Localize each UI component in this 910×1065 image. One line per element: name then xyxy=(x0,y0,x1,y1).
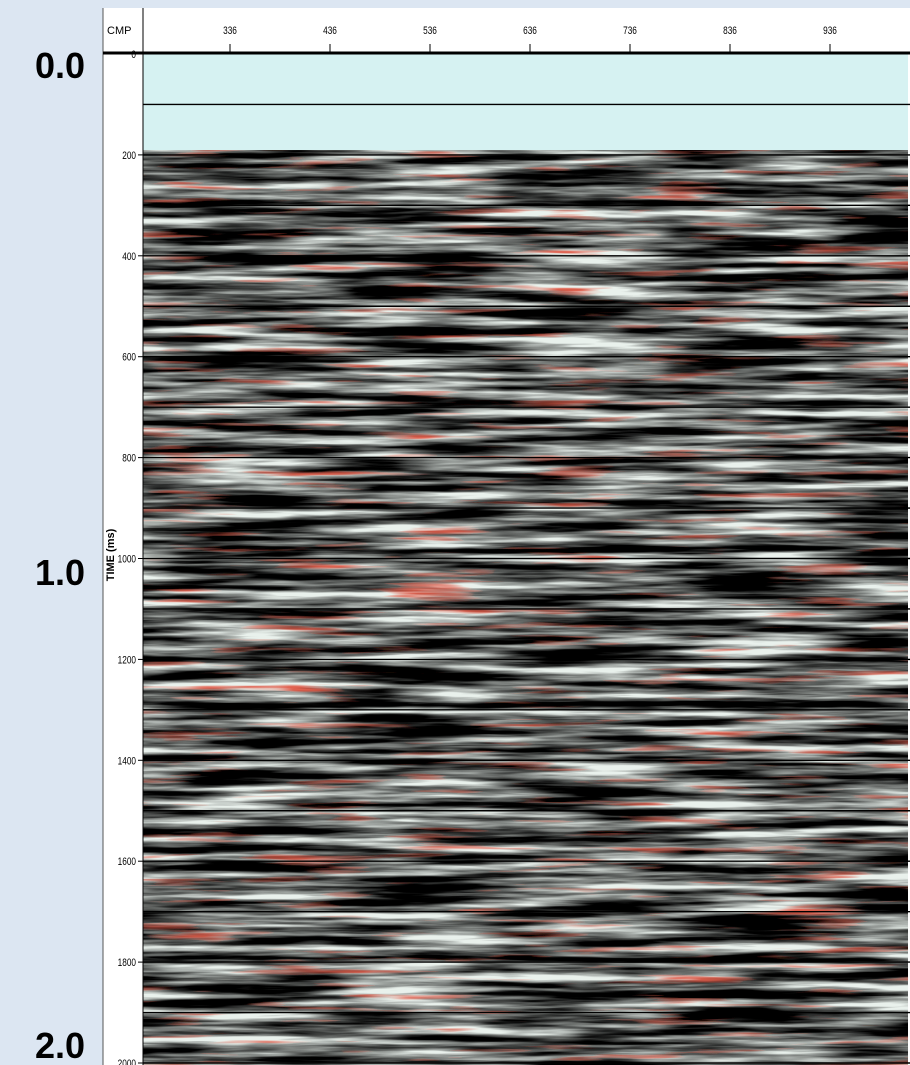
time-tick-label: 400 xyxy=(122,251,136,263)
cmp-tick-label: 836 xyxy=(723,25,737,37)
time-tick-label: 800 xyxy=(122,453,136,465)
time-tick-label: 1800 xyxy=(118,957,137,969)
cmp-tick-label: 536 xyxy=(423,25,437,37)
time-tick-label: 1200 xyxy=(118,654,137,666)
scale-label: 2.0 xyxy=(35,1025,85,1065)
cmp-tick-label: 636 xyxy=(523,25,537,37)
scale-label: 0.0 xyxy=(35,45,85,86)
time-tick-label: 2000 xyxy=(118,1058,137,1065)
time-tick-label: 1600 xyxy=(118,856,137,868)
seismic-screenshot: CMP TIME (ms) 0.0 1.0 2.0 336 436 536 636 736 83… xyxy=(0,0,910,1065)
cmp-tick-label: 336 xyxy=(223,25,237,37)
time-tick-label: 600 xyxy=(122,352,136,364)
cmp-tick-label: 436 xyxy=(323,25,337,37)
time-tick-label: 1400 xyxy=(118,755,137,767)
cmp-tick-label: 936 xyxy=(823,25,837,37)
time-tick-label: 200 xyxy=(122,150,136,162)
time-tick-label: 0 xyxy=(131,49,136,61)
scale-label: 1.0 xyxy=(35,552,85,593)
cmp-tick-label: 736 xyxy=(623,25,637,37)
seismic-texture xyxy=(143,140,908,1065)
time-axis-label: TIME (ms) xyxy=(105,528,117,581)
time-tick-label: 1000 xyxy=(118,553,137,565)
water-band xyxy=(143,54,908,150)
cmp-label: CMP xyxy=(107,25,131,37)
